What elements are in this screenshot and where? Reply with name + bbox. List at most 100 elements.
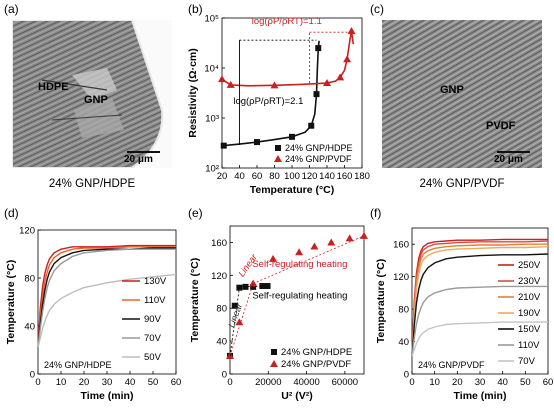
- series-24-gnp-pvdf: [218, 26, 356, 89]
- series-110v: [37, 246, 176, 348]
- x-tick-label: 60: [171, 377, 182, 388]
- x-tick-label: 60: [252, 171, 263, 182]
- chart-pvdf-temperature-vs-time: 0 10 20 30 40 50 60 0 40 80 120 160 Time (min) Temper…: [375, 227, 553, 402]
- panel-label-a: (a): [4, 2, 19, 16]
- y-axis-title: Temperature (°C): [375, 259, 387, 344]
- legend: 250V 230V 210V 190V 150V 110V 70V: [498, 260, 541, 367]
- panel-label-e: (e): [188, 206, 203, 220]
- data-point: [226, 80, 235, 88]
- x-tick-label: 0: [35, 377, 40, 388]
- data-point: [254, 139, 260, 146]
- series-190v: [411, 246, 549, 357]
- y-tick-label: 40: [24, 322, 35, 333]
- x-tick-label: 40: [497, 377, 508, 388]
- legend-label: 110V: [518, 340, 540, 351]
- x-tick-label: 0: [409, 377, 414, 388]
- data-point: [270, 81, 279, 89]
- y-tick-label: 120: [211, 271, 227, 282]
- x-tick-label: 30: [102, 377, 113, 388]
- x-tick-label: 140: [319, 171, 335, 182]
- series-line: [221, 30, 355, 87]
- data-point: [250, 283, 257, 290]
- sem-tag-gnp: GNP: [84, 94, 108, 106]
- data-point: [323, 79, 331, 87]
- series-line: [223, 40, 320, 147]
- x-tick-label: 20000: [255, 377, 281, 388]
- panel-label-c: (c): [370, 2, 384, 16]
- legend-marker: [270, 360, 278, 367]
- annotation-regulating-hdpe: Self-regulating heating: [252, 290, 347, 301]
- legend-label: 24% GNP/PVDF: [285, 154, 352, 164]
- legend-label: 110V: [144, 295, 166, 306]
- scale-bar-label: 20 μm: [494, 154, 523, 165]
- series-line: [411, 243, 548, 357]
- x-tick-label: 20: [217, 171, 228, 182]
- x-tick-label: 160: [337, 171, 353, 182]
- series-line: [37, 273, 177, 348]
- legend-label: 50V: [144, 352, 162, 363]
- panel-label-d: (d): [4, 206, 19, 220]
- y-tick-label: 0: [222, 370, 227, 381]
- scale-bar-label: 20 μm: [124, 154, 153, 165]
- y-tick-label: 160: [211, 238, 227, 249]
- x-tick-label: 180: [354, 171, 370, 182]
- x-tick-label: 10: [56, 377, 67, 388]
- y-tick-label: 0: [404, 370, 409, 381]
- sem-tag-gnp: GNP: [440, 84, 464, 96]
- legend-label: 24% GNP/HDPE: [285, 143, 353, 153]
- legend-label: 190V: [518, 308, 541, 319]
- legend-marker: [271, 349, 277, 355]
- sem-texture-hdpe: [12, 20, 164, 168]
- y-tick-label: 10³: [205, 114, 219, 125]
- x-tick-label: 30: [475, 377, 486, 388]
- x-tick-label: 40000: [293, 377, 319, 388]
- series-line: [37, 248, 176, 348]
- x-tick-label: 100: [284, 171, 300, 182]
- data-point: [269, 254, 278, 262]
- x-axis-title: Temperature (°C): [250, 184, 335, 196]
- data-point: [327, 238, 336, 246]
- series-line: [411, 246, 549, 357]
- x-tick-label: 10: [429, 377, 440, 388]
- series-70v: [411, 321, 548, 357]
- y-tick-label: 40: [216, 337, 227, 348]
- legend: 130V 110V 90V 70V 50V: [122, 276, 167, 363]
- linear-guide-pvdf: [229, 283, 254, 357]
- series-line: [411, 253, 549, 357]
- annotation-pvdf: log(ρP/ρRT)=1.1: [252, 16, 322, 27]
- data-point: [249, 279, 258, 287]
- legend-label: 130V: [144, 276, 167, 287]
- legend-label: 250V: [518, 260, 541, 271]
- series-210v: [411, 243, 548, 357]
- x-tick-label: 0: [227, 377, 232, 388]
- series-50v: [37, 273, 177, 348]
- y-tick-label: 40: [398, 337, 409, 348]
- series-110v: [411, 285, 548, 357]
- chart-resistivity-vs-temperature: 20 40 60 80 100 120 140 160 180 10² 10³ 10⁴ 10⁵ Tempe…: [187, 14, 370, 197]
- y-tick-label: 80: [216, 304, 227, 315]
- legend-label: 70V: [144, 333, 162, 344]
- x-tick-label: 80: [269, 171, 280, 182]
- annotation-regulating-pvdf: Self-regulating heating: [252, 259, 347, 270]
- annotation-hdpe: log(ρP/ρRT)=2.1: [233, 96, 303, 107]
- data-point: [347, 26, 356, 34]
- y-axis-title: Resistivity (Ω·cm): [187, 48, 199, 138]
- series-24-gnp-pvdf: [226, 231, 368, 359]
- plot-frame: [229, 225, 365, 375]
- data-point: [295, 248, 304, 256]
- legend-label: 90V: [144, 314, 162, 325]
- data-point: [313, 91, 320, 98]
- legend-marker: [275, 145, 281, 151]
- data-point: [242, 283, 249, 290]
- series-line: [411, 285, 548, 357]
- sem-image-pvdf: GNP PVDF 20 μm: [382, 20, 542, 168]
- panel-label-b: (b): [188, 2, 203, 16]
- x-axis-title: Time (min): [454, 390, 507, 402]
- regulating-guide-pvdf: [253, 235, 365, 284]
- regulating-guide-hdpe: [239, 285, 268, 288]
- chart-note: 24% GNP/PVDF: [418, 360, 485, 370]
- series-line: [37, 244, 176, 348]
- x-axis-title: Time (min): [81, 390, 134, 402]
- legend-label: 70V: [518, 356, 536, 367]
